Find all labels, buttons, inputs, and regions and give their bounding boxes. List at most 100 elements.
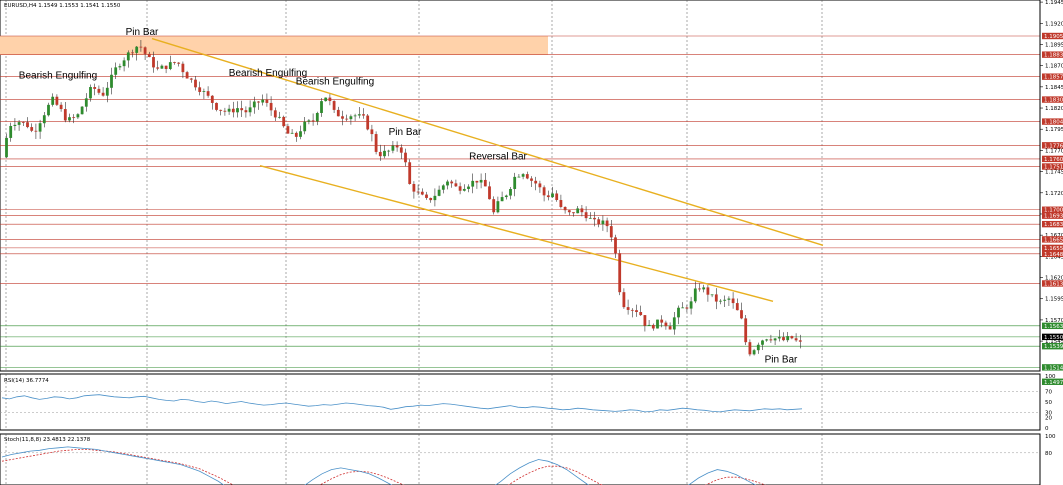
candle-body [139, 46, 143, 48]
candle-body [685, 307, 689, 309]
candle-body [194, 79, 197, 88]
candle-body [622, 292, 626, 308]
candle-body [30, 127, 34, 131]
pattern-label: Bearish Engulfing [229, 68, 307, 79]
price-tick-label: 1.1745 [1045, 170, 1063, 176]
candle-body [378, 151, 382, 157]
candle-body [244, 110, 248, 113]
candle-body [567, 210, 571, 213]
resistance-tag-label: 1.1857 [1044, 75, 1063, 81]
candle-body [206, 91, 210, 96]
candle-body [740, 310, 743, 319]
candle-body [483, 179, 487, 187]
candle-body [265, 99, 269, 103]
candle-body [9, 125, 13, 138]
price-ticks: 1.1945 1.1920 1.1895 1.1870 1.1845 1.1820 1.17… [1040, 0, 1063, 345]
candle-body [706, 287, 710, 295]
candle-body [412, 183, 416, 192]
rsi-tick-label: 70 [1045, 390, 1052, 396]
resistance-tag [1042, 142, 1063, 149]
candle-body [269, 102, 273, 111]
current-price-tag-label: 1.1550 [1044, 335, 1063, 341]
candle-body [618, 253, 622, 293]
candle-body [672, 317, 676, 330]
candle-body [542, 187, 546, 196]
rsi-levels [0, 391, 1040, 413]
candle-body [429, 197, 433, 201]
candle-body [315, 112, 319, 122]
support-tag [1042, 342, 1063, 350]
candle-body [677, 307, 680, 318]
candle-body [168, 62, 172, 70]
stoch-signal-line [1, 449, 767, 485]
candle-body [181, 63, 185, 73]
candle-body [47, 104, 50, 116]
candle-body [252, 101, 256, 108]
candle-body [572, 212, 575, 214]
candle-body [101, 92, 105, 96]
candle-body [34, 130, 38, 132]
candle-body [454, 183, 458, 187]
price-tick-label: 1.1645 [1045, 254, 1063, 260]
candle-body [601, 220, 605, 225]
rsi-tick-label: 0 [1045, 426, 1049, 432]
pattern-label: Pin Bar [126, 27, 159, 38]
candle-body [294, 132, 298, 137]
candle-body [80, 106, 84, 115]
pattern-label: Bearish Engulfing [19, 70, 97, 81]
candle-body [521, 174, 525, 177]
vertical-grid [5, 0, 823, 371]
resistance-tag [1042, 73, 1063, 80]
candle-body [651, 324, 655, 329]
candle-body [668, 326, 672, 330]
candle-body [202, 91, 206, 92]
resistance-tag-label: 1.1804 [1044, 120, 1063, 126]
candle-body [563, 206, 567, 211]
candle-body [286, 126, 290, 134]
channel-upper-line[interactable] [151, 37, 824, 247]
horizontal-levels [0, 35, 1040, 383]
candle-body [433, 195, 437, 201]
candle-body [68, 117, 71, 121]
candle-body [185, 72, 189, 79]
support-tag [1042, 378, 1063, 385]
candle-body [731, 298, 735, 304]
candle-body [399, 147, 403, 153]
candle-body [76, 114, 80, 118]
candle-body [404, 152, 407, 163]
resistance-tag-label: 1.1760 [1044, 157, 1063, 163]
rsi-tick-label: 50 [1045, 400, 1052, 406]
candle-body [698, 288, 701, 290]
rsi-line [1, 394, 803, 413]
stoch-tick-label: 80 [1045, 451, 1052, 457]
candle-body [588, 217, 592, 219]
candle-body [509, 189, 512, 196]
candle-body [551, 193, 554, 198]
candle-body [13, 124, 17, 126]
candle-body [719, 300, 722, 302]
resistance-tag-label: 1.1683 [1044, 222, 1063, 228]
channel-lower-line[interactable] [259, 164, 774, 302]
candle-body [114, 67, 118, 75]
current-price-tag [1042, 333, 1063, 341]
candle-body [42, 115, 46, 124]
resistance-zone [0, 36, 548, 55]
candle-body [177, 62, 181, 64]
candle-body [584, 212, 588, 219]
price-tick-label: 1.1945 [1045, 0, 1063, 6]
candle-body [471, 180, 475, 187]
resistance-tag [1042, 51, 1063, 58]
candle-body [786, 336, 790, 341]
resistance-tag [1042, 206, 1063, 213]
rsi-vertical-grid [5, 374, 823, 430]
pattern-label: Reversal Bar [469, 152, 527, 163]
candle-body [626, 307, 630, 310]
candle-body [630, 309, 634, 311]
candle-body [660, 319, 664, 323]
candle-body [761, 340, 764, 345]
support-tag-label: 1.1514 [1044, 365, 1063, 371]
candle-body [534, 180, 538, 184]
candle-body [752, 350, 756, 355]
candle-body [559, 200, 563, 207]
candle-body [475, 180, 479, 183]
